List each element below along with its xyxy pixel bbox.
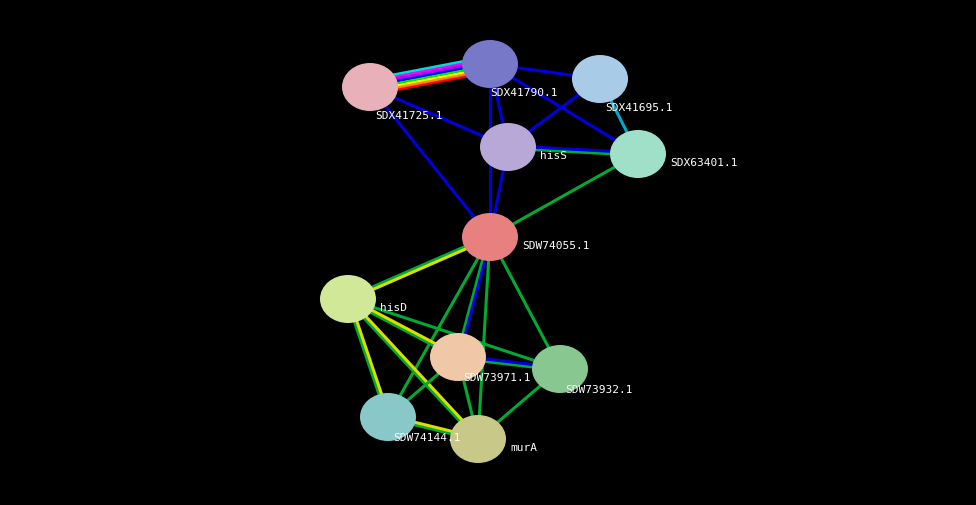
- Ellipse shape: [532, 345, 588, 393]
- Ellipse shape: [360, 393, 416, 441]
- Text: SDW74055.1: SDW74055.1: [522, 240, 590, 250]
- Text: murA: murA: [510, 442, 537, 452]
- Text: SDW73932.1: SDW73932.1: [565, 384, 632, 394]
- Text: SDX41725.1: SDX41725.1: [375, 111, 442, 121]
- Ellipse shape: [320, 275, 376, 323]
- Text: hisS: hisS: [540, 150, 567, 161]
- Ellipse shape: [430, 333, 486, 381]
- Text: SDW73971.1: SDW73971.1: [463, 372, 531, 382]
- Ellipse shape: [480, 124, 536, 172]
- Text: SDX41695.1: SDX41695.1: [605, 103, 672, 113]
- Ellipse shape: [450, 415, 506, 463]
- Ellipse shape: [462, 214, 518, 262]
- Ellipse shape: [462, 41, 518, 89]
- Text: SDX63401.1: SDX63401.1: [670, 158, 738, 168]
- Text: SDW74144.1: SDW74144.1: [393, 432, 461, 442]
- Ellipse shape: [572, 56, 628, 104]
- Text: hisD: hisD: [380, 302, 407, 313]
- Ellipse shape: [342, 64, 398, 112]
- Text: SDX41790.1: SDX41790.1: [490, 88, 557, 98]
- Ellipse shape: [610, 131, 666, 179]
